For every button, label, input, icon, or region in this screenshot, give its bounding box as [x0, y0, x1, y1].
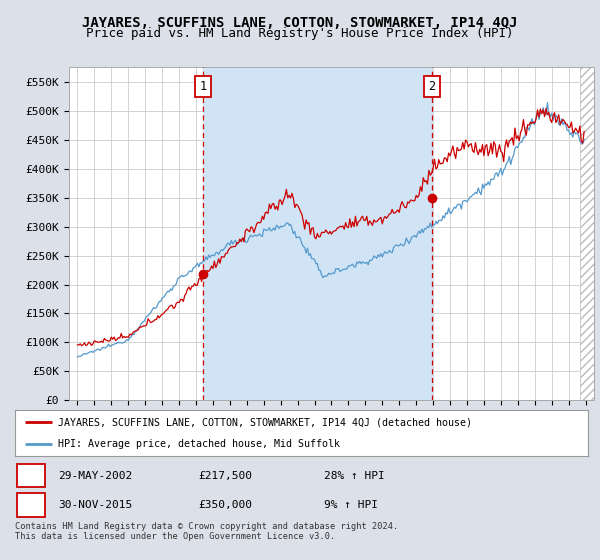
Text: 2: 2 — [428, 80, 436, 93]
Text: £350,000: £350,000 — [199, 500, 253, 510]
Text: HPI: Average price, detached house, Mid Suffolk: HPI: Average price, detached house, Mid … — [58, 440, 340, 450]
Text: JAYARES, SCUFFINS LANE, COTTON, STOWMARKET, IP14 4QJ (detached house): JAYARES, SCUFFINS LANE, COTTON, STOWMARK… — [58, 417, 472, 427]
Text: Price paid vs. HM Land Registry's House Price Index (HPI): Price paid vs. HM Land Registry's House … — [86, 27, 514, 40]
Bar — [580, 67, 594, 400]
Bar — [203, 67, 432, 400]
Text: 1: 1 — [28, 469, 35, 482]
Text: 29-MAY-2002: 29-MAY-2002 — [58, 470, 132, 480]
Text: 30-NOV-2015: 30-NOV-2015 — [58, 500, 132, 510]
Text: 28% ↑ HPI: 28% ↑ HPI — [325, 470, 385, 480]
FancyBboxPatch shape — [17, 464, 45, 487]
Text: JAYARES, SCUFFINS LANE, COTTON, STOWMARKET, IP14 4QJ: JAYARES, SCUFFINS LANE, COTTON, STOWMARK… — [82, 16, 518, 30]
Text: £217,500: £217,500 — [199, 470, 253, 480]
Text: 2: 2 — [28, 498, 35, 512]
FancyBboxPatch shape — [17, 493, 45, 517]
Text: 1: 1 — [199, 80, 206, 93]
FancyBboxPatch shape — [195, 76, 211, 97]
Text: Contains HM Land Registry data © Crown copyright and database right 2024.
This d: Contains HM Land Registry data © Crown c… — [15, 522, 398, 542]
Text: 9% ↑ HPI: 9% ↑ HPI — [325, 500, 379, 510]
FancyBboxPatch shape — [424, 76, 440, 97]
